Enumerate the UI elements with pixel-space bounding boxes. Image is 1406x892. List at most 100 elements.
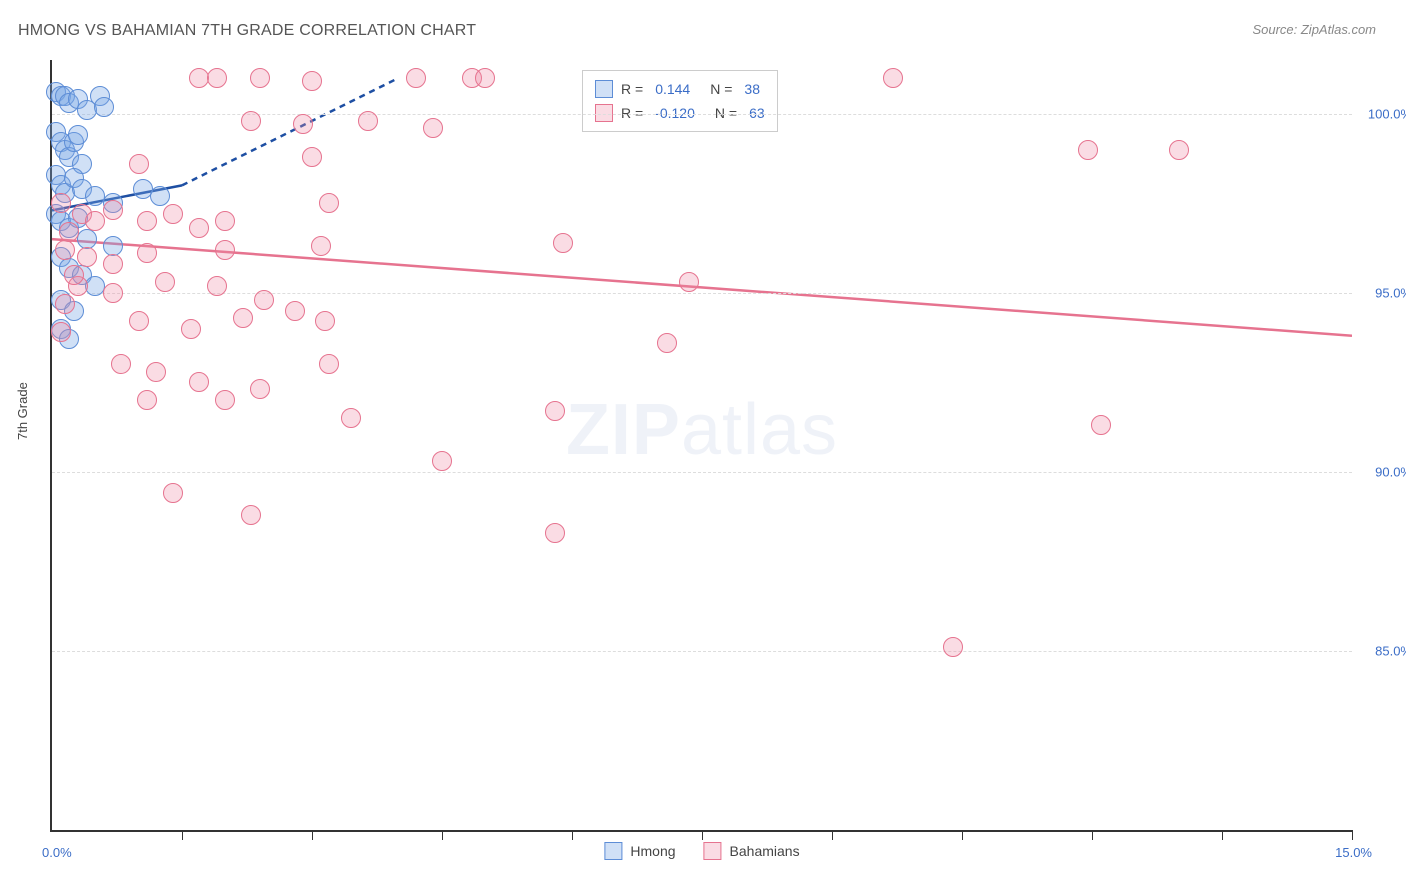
legend-row: R = 0.144 N = 38 — [595, 77, 765, 101]
watermark-zip: ZIP — [566, 390, 681, 470]
chart-plot-area: ZIPatlas R =0.144N =38R =-0.120N =63 0.0… — [50, 60, 1352, 832]
x-tick — [572, 830, 573, 840]
x-axis-max-label: 15.0% — [1335, 845, 1372, 860]
scatter-point — [137, 243, 157, 263]
scatter-point — [215, 240, 235, 260]
x-axis-min-label: 0.0% — [42, 845, 72, 860]
scatter-point — [241, 505, 261, 525]
scatter-point — [553, 233, 573, 253]
scatter-point — [155, 272, 175, 292]
scatter-point — [207, 276, 227, 296]
legend-swatch-icon — [704, 842, 722, 860]
legend-n-value: 38 — [744, 77, 760, 101]
scatter-point — [189, 372, 209, 392]
scatter-point — [103, 283, 123, 303]
scatter-point — [432, 451, 452, 471]
y-tick-label: 100.0% — [1368, 106, 1406, 121]
scatter-point — [302, 71, 322, 91]
scatter-point — [103, 254, 123, 274]
scatter-point — [77, 247, 97, 267]
scatter-point — [358, 111, 378, 131]
series-legend-label: Hmong — [630, 843, 675, 859]
x-tick — [702, 830, 703, 840]
scatter-point — [189, 218, 209, 238]
scatter-point — [64, 265, 84, 285]
scatter-point — [215, 390, 235, 410]
x-tick — [442, 830, 443, 840]
legend-r-value: 0.144 — [655, 77, 690, 101]
x-tick — [312, 830, 313, 840]
scatter-point — [883, 68, 903, 88]
scatter-point — [51, 322, 71, 342]
y-tick-label: 85.0% — [1375, 643, 1406, 658]
scatter-point — [129, 311, 149, 331]
scatter-point — [545, 523, 565, 543]
y-tick-label: 95.0% — [1375, 285, 1406, 300]
scatter-point — [250, 68, 270, 88]
scatter-point — [85, 211, 105, 231]
scatter-point — [129, 154, 149, 174]
y-axis-title: 7th Grade — [15, 382, 30, 440]
gridline — [52, 651, 1352, 652]
scatter-point — [679, 272, 699, 292]
scatter-point — [250, 379, 270, 399]
legend-r-label: R = — [621, 77, 643, 101]
chart-title: HMONG VS BAHAMIAN 7TH GRADE CORRELATION … — [18, 22, 476, 40]
scatter-point — [163, 483, 183, 503]
scatter-point — [1078, 140, 1098, 160]
scatter-point — [137, 390, 157, 410]
scatter-point — [293, 114, 313, 134]
trend-line — [182, 78, 399, 185]
scatter-point — [103, 200, 123, 220]
series-legend-item: Hmong — [604, 842, 675, 860]
scatter-point — [475, 68, 495, 88]
x-tick — [1222, 830, 1223, 840]
scatter-point — [137, 211, 157, 231]
scatter-point — [241, 111, 261, 131]
scatter-point — [657, 333, 677, 353]
scatter-point — [302, 147, 322, 167]
trend-lines-layer — [52, 60, 1352, 830]
scatter-point — [163, 204, 183, 224]
source-label: Source: ZipAtlas.com — [1252, 22, 1376, 37]
scatter-point — [215, 211, 235, 231]
scatter-point — [341, 408, 361, 428]
scatter-point — [111, 354, 131, 374]
watermark-atlas: atlas — [681, 390, 838, 470]
legend-swatch-icon — [595, 80, 613, 98]
scatter-point — [319, 193, 339, 213]
series-legend-label: Bahamians — [730, 843, 800, 859]
x-tick — [962, 830, 963, 840]
scatter-point — [94, 97, 114, 117]
scatter-point — [146, 362, 166, 382]
gridline — [52, 293, 1352, 294]
correlation-legend: R =0.144N =38R =-0.120N =63 — [582, 70, 778, 132]
scatter-point — [51, 193, 71, 213]
x-tick — [1352, 830, 1353, 840]
scatter-point — [181, 319, 201, 339]
scatter-point — [1169, 140, 1189, 160]
scatter-point — [68, 125, 88, 145]
legend-swatch-icon — [604, 842, 622, 860]
scatter-point — [55, 240, 75, 260]
scatter-point — [315, 311, 335, 331]
scatter-point — [423, 118, 443, 138]
scatter-point — [285, 301, 305, 321]
scatter-point — [545, 401, 565, 421]
legend-n-label: N = — [710, 77, 732, 101]
x-tick — [1092, 830, 1093, 840]
scatter-point — [943, 637, 963, 657]
series-legend: Hmong Bahamians — [604, 842, 799, 860]
scatter-point — [233, 308, 253, 328]
scatter-point — [150, 186, 170, 206]
scatter-point — [254, 290, 274, 310]
x-tick — [182, 830, 183, 840]
scatter-point — [319, 354, 339, 374]
scatter-point — [207, 68, 227, 88]
scatter-point — [1091, 415, 1111, 435]
watermark: ZIPatlas — [566, 389, 838, 471]
scatter-point — [311, 236, 331, 256]
scatter-point — [59, 222, 79, 242]
series-legend-item: Bahamians — [704, 842, 800, 860]
scatter-point — [406, 68, 426, 88]
